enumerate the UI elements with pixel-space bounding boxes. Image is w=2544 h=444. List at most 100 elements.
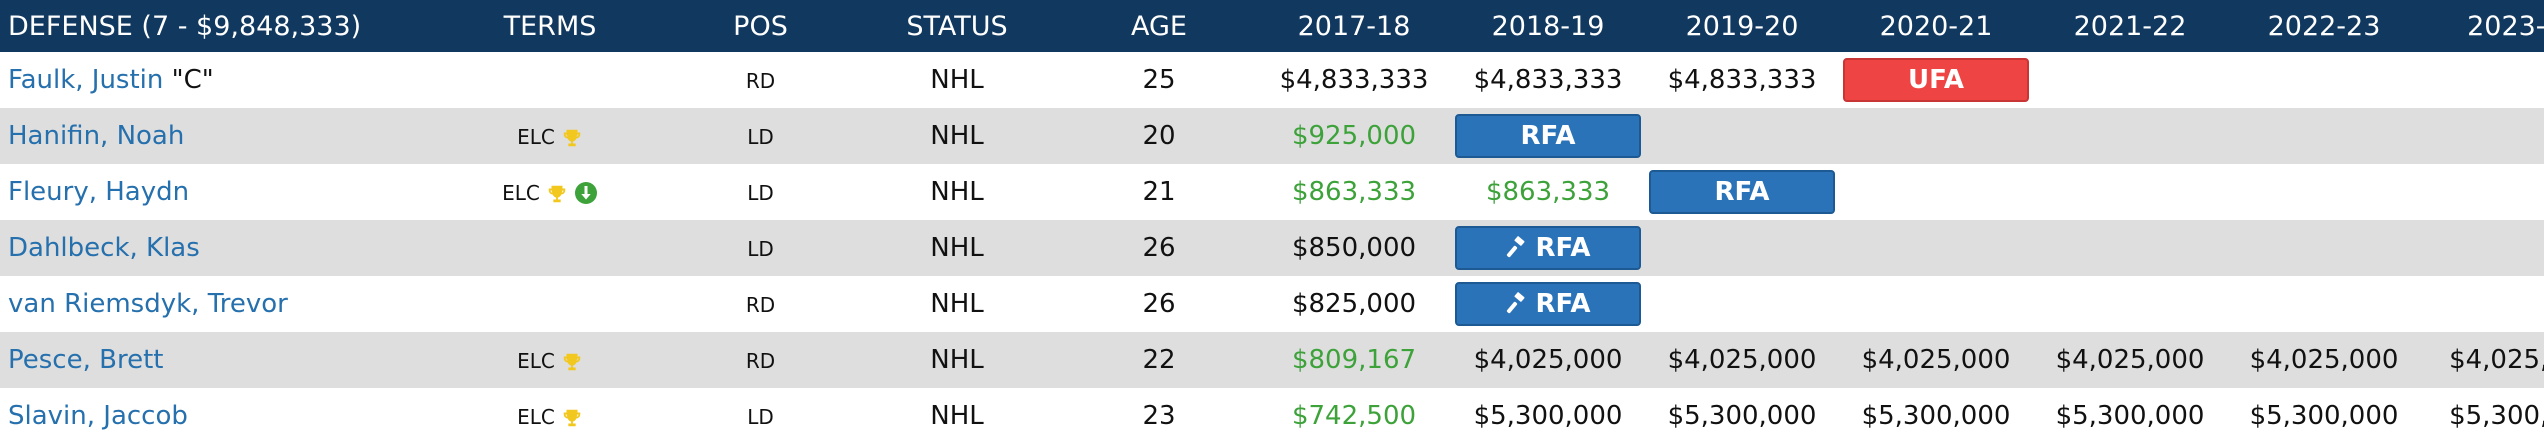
badge-label: UFA xyxy=(1907,65,1964,95)
header-season[interactable]: 2022-23 xyxy=(2267,10,2381,42)
status-cell: NHL xyxy=(930,401,984,431)
table-row: Faulk, Justin "C" RD NHL 25 $4,833,333 $4,833… xyxy=(0,52,2544,108)
age-cell: 20 xyxy=(1142,121,1176,151)
elc-label: ELC xyxy=(517,405,555,429)
salary-value: $742,500 xyxy=(1291,401,1417,431)
header-season[interactable]: 2017-18 xyxy=(1297,10,1411,42)
salary-cell: $742,500 xyxy=(1257,388,1451,444)
position-cell: LD xyxy=(668,108,853,164)
salary-value: $4,025,000 xyxy=(1861,345,2011,375)
salary-value: $825,000 xyxy=(1291,289,1417,319)
ufa-badge[interactable]: UFA xyxy=(1843,58,2029,102)
header-season[interactable]: 2018-19 xyxy=(1491,10,1605,42)
table-row: Pesce, Brett ELC RD NHL 22 $809,167 $4,025,000… xyxy=(0,332,2544,388)
salary-value: $5,300,000 xyxy=(2055,401,2205,431)
position-cell: RD xyxy=(668,332,853,388)
salary-value: $4,025,000 xyxy=(2249,345,2399,375)
badge-label: RFA xyxy=(1535,233,1591,263)
position-label: RD xyxy=(745,69,776,93)
salary-value: $4,025,000 xyxy=(2055,345,2205,375)
player-cell: Hanifin, Noah xyxy=(0,108,432,164)
salary-cell: $5,300,000 xyxy=(1839,388,2033,444)
table-row: Slavin, Jaccob ELC LD NHL 23 $742,500 $5,300,0… xyxy=(0,388,2544,444)
badge-label: RFA xyxy=(1535,289,1591,319)
salary-cell: $5,300,000 xyxy=(1451,388,1645,444)
salary-value: $863,333 xyxy=(1485,177,1611,207)
player-cell: Slavin, Jaccob xyxy=(0,388,432,444)
gavel-icon xyxy=(1506,236,1530,260)
status-cell: NHL xyxy=(930,65,984,95)
salary-cell: RFA xyxy=(1451,276,1645,332)
salary-cell: RFA xyxy=(1645,164,1839,220)
rfa-badge[interactable]: RFA xyxy=(1455,114,1641,158)
rfa-badge[interactable]: RFA xyxy=(1649,170,1835,214)
status-cell: NHL xyxy=(930,345,984,375)
salary-cell xyxy=(2227,108,2421,164)
player-cell: Fleury, Haydn xyxy=(0,164,432,220)
salary-cell xyxy=(2421,52,2544,108)
header-season[interactable]: 2023-24 xyxy=(2467,10,2544,42)
salary-cell: $850,000 xyxy=(1257,220,1451,276)
player-name-link[interactable]: Hanifin, Noah xyxy=(8,121,185,151)
header-terms[interactable]: TERMS xyxy=(503,10,597,42)
player-name-link[interactable]: Slavin, Jaccob xyxy=(8,401,188,431)
player-name-link[interactable]: van Riemsdyk, Trevor xyxy=(8,289,288,319)
salary-cell xyxy=(1839,220,2033,276)
table-row: Dahlbeck, Klas LD NHL 26 $850,000 RFA xyxy=(0,220,2544,276)
rfa-badge[interactable]: RFA xyxy=(1455,226,1641,270)
salary-cell xyxy=(2033,52,2227,108)
salary-cell: $4,833,333 xyxy=(1257,52,1451,108)
rfa-badge[interactable]: RFA xyxy=(1455,282,1641,326)
terms-cell xyxy=(432,220,668,276)
salary-cell: $5,300,000 xyxy=(2421,388,2544,444)
header-pos[interactable]: POS xyxy=(733,10,788,42)
table-body: Faulk, Justin "C" RD NHL 25 $4,833,333 $4,833… xyxy=(0,52,2544,444)
position-cell: RD xyxy=(668,52,853,108)
badge-label: RFA xyxy=(1714,177,1770,207)
player-name-link[interactable]: Dahlbeck, Klas xyxy=(8,233,200,263)
status-cell: NHL xyxy=(930,121,984,151)
salary-cell: $863,333 xyxy=(1451,164,1645,220)
header-status[interactable]: STATUS xyxy=(906,10,1008,42)
salary-cell: $4,833,333 xyxy=(1645,52,1839,108)
age-cell: 22 xyxy=(1142,345,1176,375)
salary-value: $863,333 xyxy=(1291,177,1417,207)
terms-cell xyxy=(432,52,668,108)
header-age[interactable]: AGE xyxy=(1131,10,1187,42)
header-season[interactable]: 2019-20 xyxy=(1685,10,1799,42)
salary-cell: $863,333 xyxy=(1257,164,1451,220)
salary-cell xyxy=(2033,164,2227,220)
salary-cell xyxy=(1645,108,1839,164)
salary-value: $5,300,000 xyxy=(1861,401,2011,431)
player-name-link[interactable]: Pesce, Brett xyxy=(8,345,164,375)
salary-value: $4,833,333 xyxy=(1667,65,1817,95)
player-name-link[interactable]: Faulk, Justin xyxy=(8,65,164,95)
terms-group: ELC xyxy=(517,349,583,373)
terms-cell: ELC xyxy=(432,388,668,444)
player-name-link[interactable]: Fleury, Haydn xyxy=(8,177,190,207)
position-label: LD xyxy=(747,237,774,261)
salary-cell: $4,025,000 xyxy=(2421,332,2544,388)
header-season[interactable]: 2020-21 xyxy=(1879,10,1993,42)
header-season[interactable]: 2021-22 xyxy=(2073,10,2187,42)
terms-cell xyxy=(432,276,668,332)
terms-cell: ELC xyxy=(432,332,668,388)
salary-value: $4,833,333 xyxy=(1279,65,1429,95)
salary-cell xyxy=(2033,276,2227,332)
position-cell: LD xyxy=(668,220,853,276)
table-header-row: DEFENSE (7 - $9,848,333) TERMS POS STATU… xyxy=(0,0,2544,52)
salary-cell xyxy=(1839,276,2033,332)
trophy-icon xyxy=(546,182,568,204)
terms-cell: ELC xyxy=(432,164,668,220)
salary-value: $850,000 xyxy=(1291,233,1417,263)
elc-label: ELC xyxy=(502,181,540,205)
elc-label: ELC xyxy=(517,125,555,149)
status-cell: NHL xyxy=(930,289,984,319)
salary-cell: RFA xyxy=(1451,108,1645,164)
header-defense[interactable]: DEFENSE (7 - $9,848,333) xyxy=(8,10,362,42)
player-cell: Faulk, Justin "C" xyxy=(0,52,432,108)
salary-cell: $825,000 xyxy=(1257,276,1451,332)
table-row: Hanifin, Noah ELC LD NHL 20 $925,000 RFA xyxy=(0,108,2544,164)
position-label: LD xyxy=(747,405,774,429)
salary-cell: $4,025,000 xyxy=(2227,332,2421,388)
